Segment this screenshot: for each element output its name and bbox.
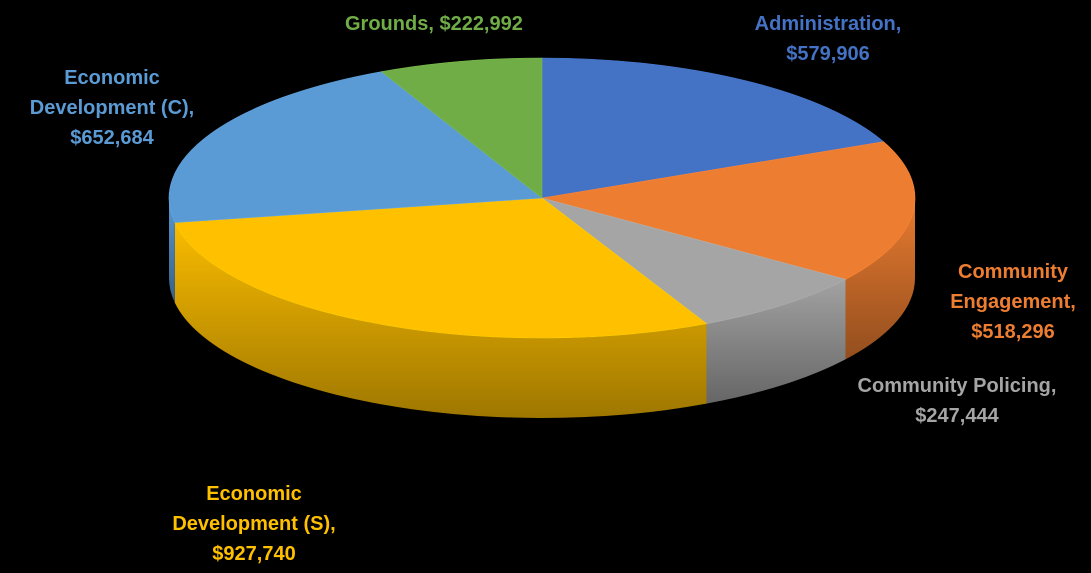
slice-label-economic-development-s: Economic Development (S), $927,740 — [172, 483, 335, 565]
slice-label-administration: Administration, $579,906 — [755, 13, 902, 65]
pie-slice-grounds — [380, 57, 543, 199]
slice-label-community-policing: Community Policing, $247,444 — [858, 375, 1057, 427]
pie-slice-community-engagement — [541, 141, 916, 280]
pie-sides — [169, 198, 915, 418]
pie-slice-community-policing — [541, 197, 847, 324]
slice-label-economic-development-c: Economic Development (C), $652,684 — [30, 67, 194, 149]
slice-label-grounds: Grounds, $222,992 — [345, 13, 523, 35]
pie-tops — [168, 57, 916, 339]
pie-side-economic-development-s — [174, 222, 707, 418]
pie-side-community-policing — [706, 279, 846, 404]
pie-labels: Administration, $579,906 Community Engageme… — [30, 13, 1076, 565]
pie-slice-administration — [541, 57, 885, 199]
pie-side-community-engagement — [845, 198, 915, 360]
slice-label-community-engagement: Community Engagement, $518,296 — [950, 261, 1076, 343]
pie-slice-economic-development-s — [174, 197, 708, 339]
pie-side-economic-development-c — [169, 198, 175, 303]
pie-slice-economic-development-c — [168, 71, 543, 223]
